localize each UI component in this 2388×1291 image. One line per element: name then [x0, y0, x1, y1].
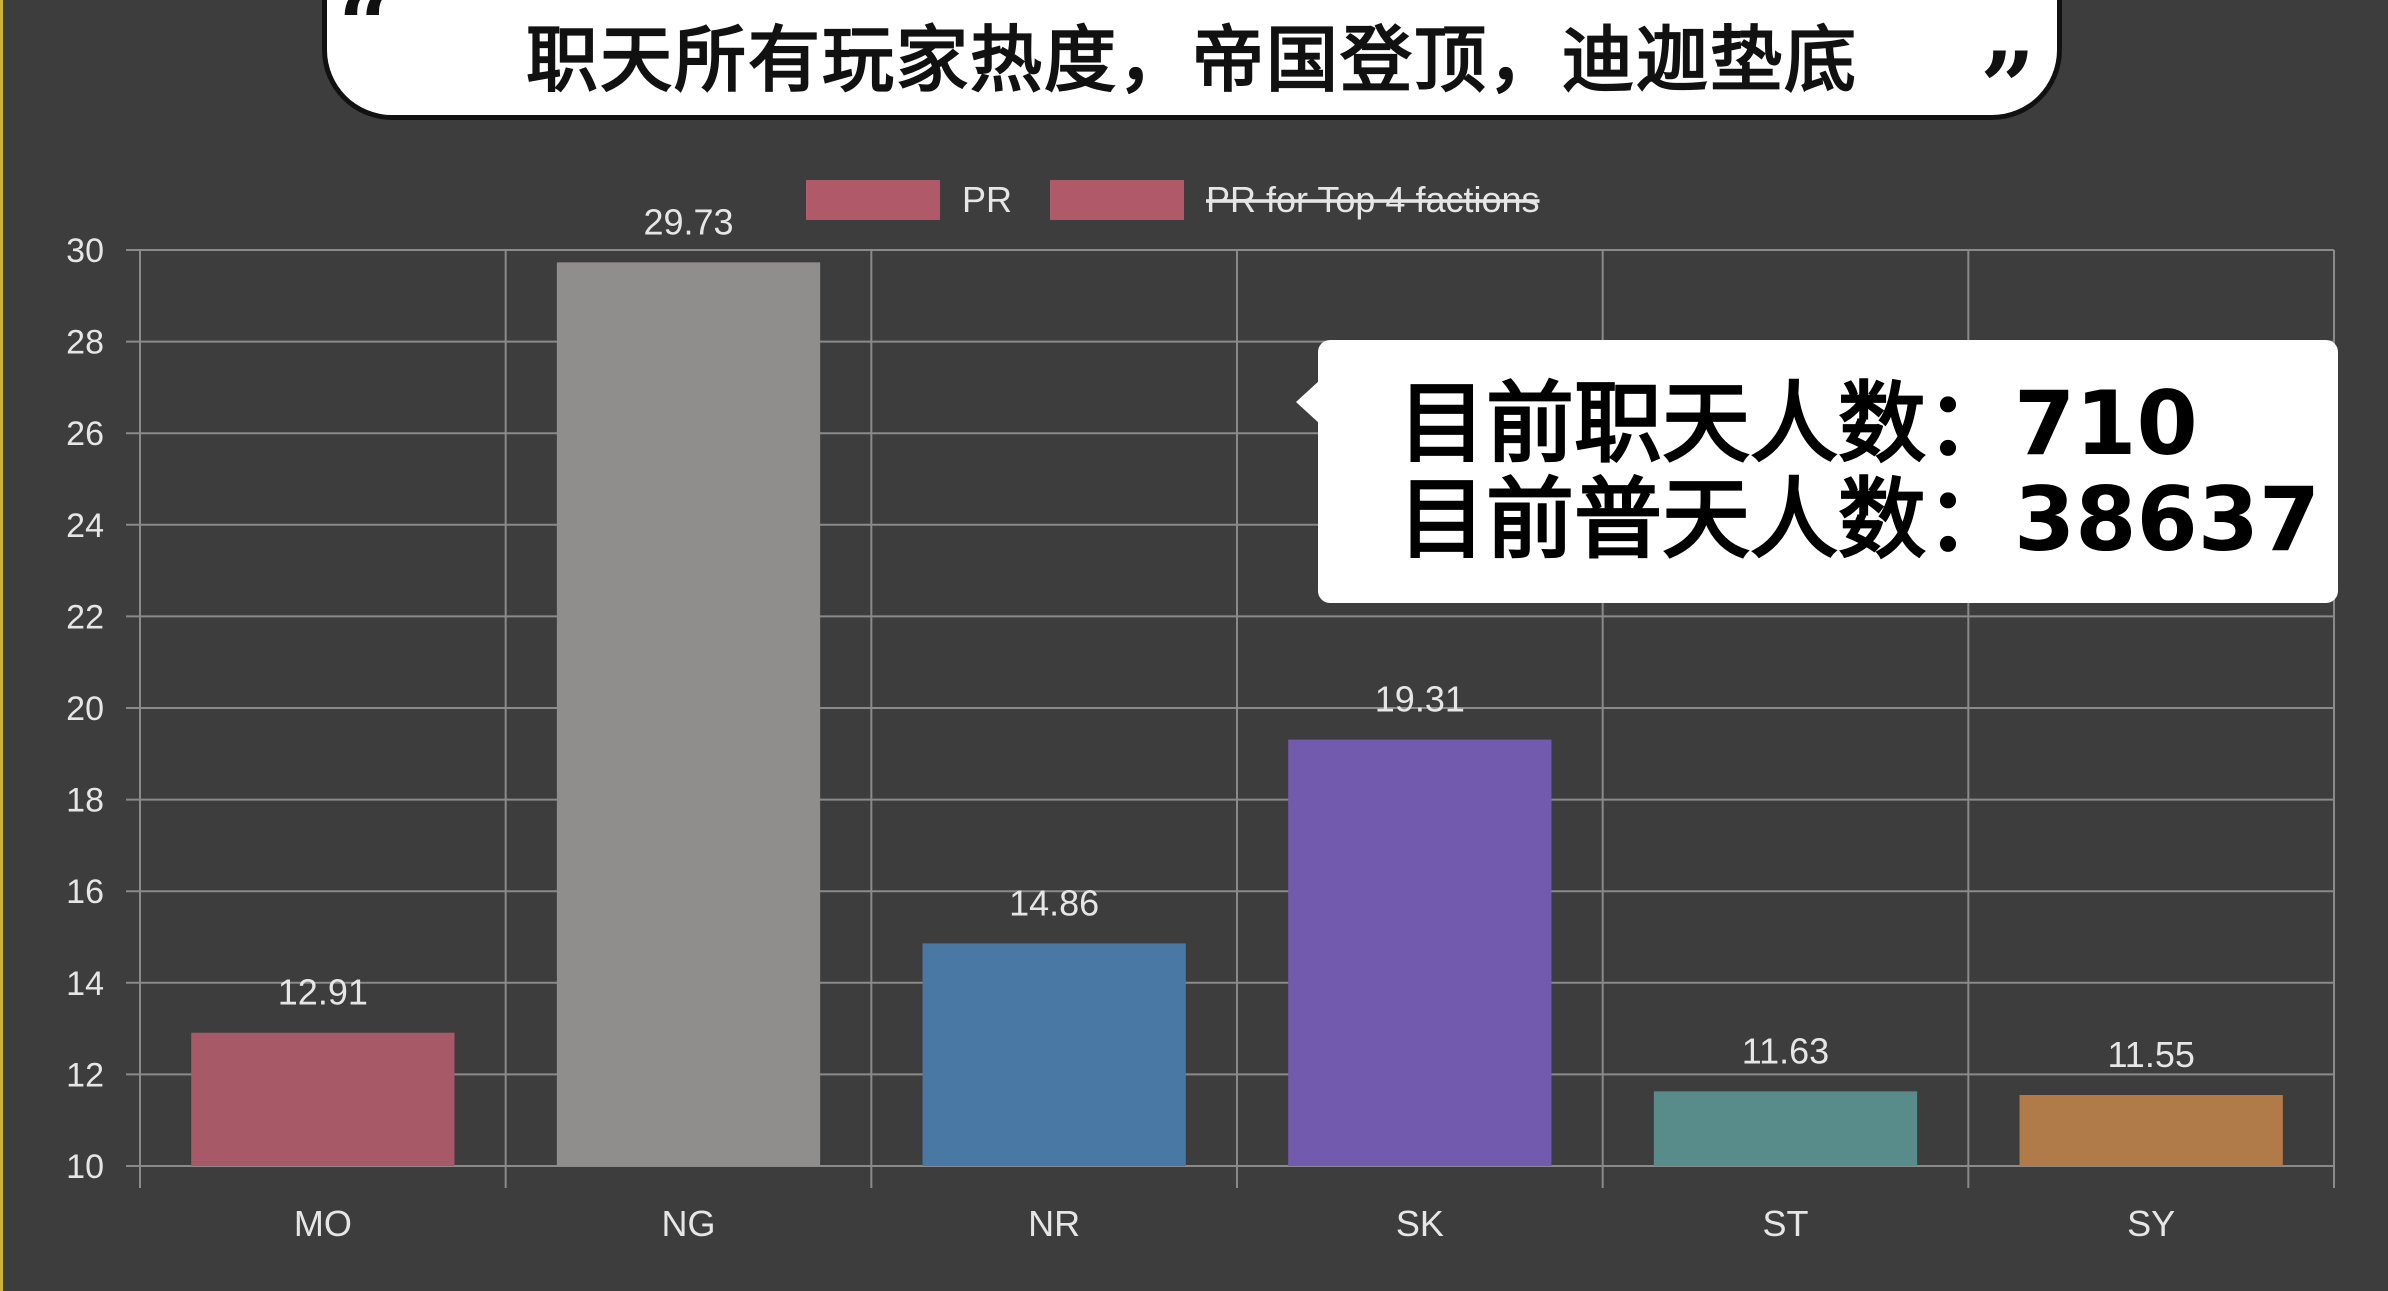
chart-labels: 10 12 14 16 18 20 22 24 26 28 30 12.91 MO 29.73 NG 14.8… — [66, 201, 2195, 1244]
open-quote-mark: “ — [338, 0, 394, 82]
bar-nr — [922, 943, 1186, 1166]
chart-legend[interactable]: PR PR for Top 4 factions — [806, 179, 1540, 220]
legend-swatch[interactable] — [806, 180, 940, 220]
legend-label[interactable]: PR for Top 4 factions — [1206, 179, 1540, 220]
bar-mo — [191, 1032, 455, 1166]
y-tick-label: 30 — [66, 232, 104, 270]
pro-player-count: 目前职天人数：710 — [1398, 372, 2198, 475]
close-quote-mark: ” — [1980, 31, 2036, 144]
y-tick-label: 12 — [66, 1056, 104, 1094]
chart-bars — [191, 262, 2283, 1167]
y-tick-label: 28 — [66, 324, 104, 362]
x-tick-label: MO — [294, 1203, 352, 1244]
bar-value-label: 14.86 — [1009, 882, 1099, 923]
y-tick-label: 16 — [66, 873, 104, 911]
bar-st — [1653, 1091, 1918, 1166]
bar-value-label: 11.63 — [1742, 1030, 1829, 1071]
y-tick-label: 10 — [66, 1148, 104, 1186]
y-tick-label: 22 — [66, 598, 104, 636]
y-tick-label: 24 — [66, 507, 104, 545]
legend-label[interactable]: PR — [962, 179, 1012, 220]
player-count-callout: 目前职天人数：710 目前普天人数：38637 — [1296, 340, 2338, 603]
bar-value-label: 11.55 — [2107, 1034, 2194, 1075]
bar-sk — [1288, 739, 1552, 1166]
bar-value-label: 29.73 — [643, 201, 733, 242]
bar-ng — [556, 262, 821, 1167]
bar-value-label: 12.91 — [278, 972, 368, 1013]
x-tick-label: SY — [2127, 1203, 2175, 1244]
callout-pointer — [1296, 380, 1320, 424]
legend-swatch[interactable] — [1050, 180, 1184, 220]
regular-player-count: 目前普天人数：38637 — [1398, 468, 2321, 571]
left-edge-accent — [0, 0, 3, 1291]
page-title: 职天所有玩家热度，帝国登顶，迪迦垫底 — [525, 18, 1858, 102]
x-tick-label: SK — [1396, 1203, 1444, 1244]
bar-sy — [2019, 1095, 2283, 1166]
y-tick-label: 20 — [66, 690, 104, 728]
y-tick-label: 18 — [66, 782, 104, 820]
x-tick-label: ST — [1762, 1203, 1808, 1244]
title-banner: 职天所有玩家热度，帝国登顶，迪迦垫底 — [322, 0, 2062, 120]
x-tick-label: NR — [1028, 1203, 1080, 1244]
bar-value-label: 19.31 — [1375, 679, 1465, 720]
y-tick-label: 26 — [66, 415, 104, 453]
x-tick-label: NG — [662, 1203, 716, 1244]
y-tick-label: 14 — [66, 965, 104, 1003]
